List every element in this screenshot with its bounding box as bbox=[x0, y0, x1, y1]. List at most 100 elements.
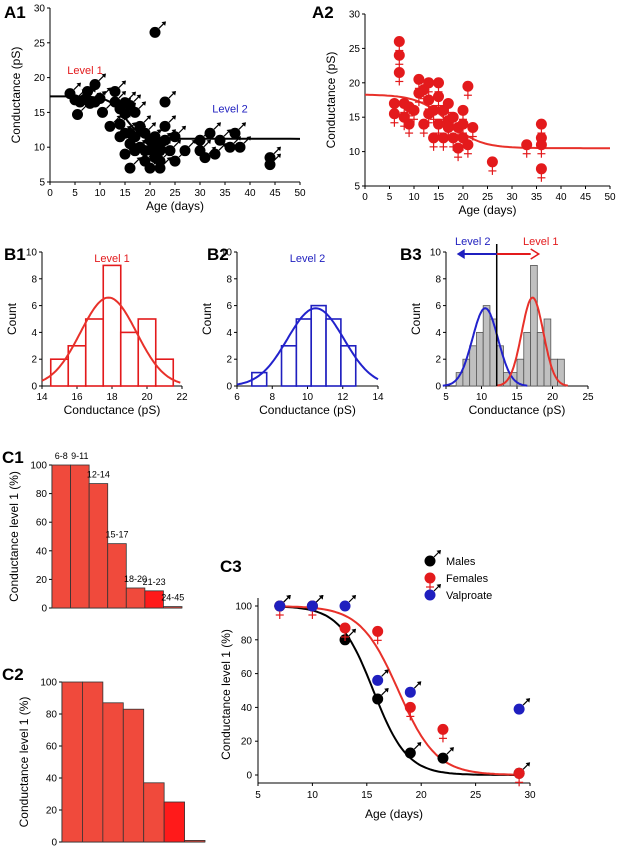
data-point bbox=[119, 108, 131, 120]
x-tick-label: 45 bbox=[269, 188, 281, 199]
histogram-bar bbox=[536, 331, 545, 387]
data-point-females bbox=[437, 723, 449, 735]
male-symbol-arrow bbox=[238, 122, 246, 130]
data-point bbox=[452, 142, 464, 154]
y-tick-label: 5 bbox=[354, 182, 360, 193]
female-symbol-cross bbox=[419, 129, 428, 138]
y-tick-label: 5 bbox=[39, 178, 45, 189]
bar bbox=[88, 483, 109, 609]
female-symbol-cross bbox=[463, 149, 472, 158]
data-point bbox=[535, 139, 547, 151]
x-tick-label: 25 bbox=[470, 790, 482, 801]
x-tick-label: 22 bbox=[176, 392, 188, 403]
y-axis-label: Conductance (pS) bbox=[324, 52, 338, 149]
x-tick-label: 0 bbox=[362, 192, 368, 203]
y-tick-label: 40 bbox=[36, 546, 48, 557]
panel-label: B2 bbox=[207, 245, 229, 264]
data-point bbox=[433, 91, 444, 103]
arrow-left-head bbox=[456, 249, 465, 259]
bar bbox=[82, 681, 104, 843]
male-symbol-arrow bbox=[446, 747, 454, 755]
legend-label: Valproate bbox=[446, 590, 492, 602]
bar bbox=[107, 543, 127, 609]
histogram-bar bbox=[476, 331, 484, 387]
panel-label: B3 bbox=[400, 245, 422, 264]
x-tick-label: 20 bbox=[144, 188, 156, 199]
x-tick-label: 40 bbox=[244, 188, 256, 199]
y-tick-label: 40 bbox=[241, 703, 253, 714]
data-point bbox=[462, 80, 474, 92]
age-range-label: 12-14 bbox=[87, 470, 110, 480]
data-point bbox=[433, 77, 444, 89]
panel-B1: 0 2 4 6 8 10 14 16 18 20 22 Conductance (pS) Count B1… bbox=[4, 245, 188, 417]
y-tick-label: 4 bbox=[31, 328, 37, 339]
y-tick-label: 25 bbox=[34, 38, 46, 49]
bar bbox=[184, 840, 206, 843]
arrow-head bbox=[136, 94, 141, 99]
female-symbol-cross bbox=[405, 111, 414, 120]
data-point bbox=[199, 152, 211, 164]
y-tick-label: 10 bbox=[349, 147, 361, 158]
y-tick-label: 6 bbox=[226, 301, 232, 312]
bar bbox=[144, 590, 164, 609]
histogram-bar bbox=[340, 344, 357, 387]
data-point bbox=[97, 106, 108, 118]
male-symbol-arrow bbox=[148, 122, 156, 130]
male-symbol-arrow bbox=[243, 136, 251, 144]
x-tick-label: 25 bbox=[169, 188, 181, 199]
y-tick-label: 15 bbox=[34, 108, 46, 119]
data-point bbox=[486, 156, 498, 168]
data-point bbox=[149, 26, 161, 38]
arrow-head bbox=[121, 80, 126, 86]
data-point bbox=[418, 118, 430, 130]
male-symbol-arrow bbox=[381, 687, 389, 696]
arrow-head bbox=[171, 90, 176, 96]
bar bbox=[125, 587, 146, 609]
age-range-label: 18-20 bbox=[124, 574, 147, 584]
data-point bbox=[129, 106, 141, 118]
y-tick-label: 30 bbox=[349, 10, 361, 21]
histogram-bar bbox=[295, 318, 313, 387]
x-tick-label: 10 bbox=[408, 192, 420, 203]
data-point bbox=[114, 118, 126, 130]
level-2-label: Level 2 bbox=[455, 236, 490, 248]
data-point bbox=[393, 66, 405, 78]
arrow-head bbox=[286, 595, 291, 600]
female-symbol-cross bbox=[463, 91, 472, 100]
female-symbol-cross bbox=[438, 734, 447, 743]
histogram-bar bbox=[469, 345, 477, 387]
x-tick-label: 8 bbox=[269, 392, 275, 403]
age-range-label: 24-45 bbox=[161, 593, 184, 603]
y-tick-label: 2 bbox=[226, 355, 232, 366]
data-point bbox=[423, 77, 435, 89]
x-tick-label: 45 bbox=[580, 192, 592, 203]
male-symbol-arrow bbox=[138, 101, 146, 109]
y-tick-label: 10 bbox=[26, 248, 38, 259]
panel-C1: 0 20 40 60 80 100 Conductance level 1 (%) C1 6-8… bbox=[2, 448, 184, 615]
data-point bbox=[89, 79, 101, 91]
data-point bbox=[388, 108, 400, 120]
data-point bbox=[159, 134, 171, 146]
x-axis-label: Conductance (pS) bbox=[259, 403, 356, 417]
data-point bbox=[169, 155, 181, 167]
data-point-valproate bbox=[513, 703, 525, 715]
x-tick-label: 15 bbox=[511, 392, 523, 403]
x-axis-label: Conductance (pS) bbox=[64, 403, 161, 417]
panel-C3: 0 20 40 60 80 100 5 10 15 20 25 30 Age (days) Conduct… bbox=[219, 550, 536, 821]
data-point bbox=[535, 163, 547, 175]
arrow-head bbox=[241, 122, 246, 127]
gaussian-fit-blue bbox=[442, 307, 528, 387]
data-point bbox=[388, 97, 400, 109]
x-tick-label: 15 bbox=[361, 790, 373, 801]
y-axis-label: Count bbox=[5, 302, 19, 335]
arrow-head bbox=[116, 115, 121, 120]
y-tick-label: 0 bbox=[435, 382, 441, 393]
data-point-females bbox=[372, 625, 384, 637]
x-axis-label: Age (days) bbox=[458, 203, 516, 217]
data-point bbox=[442, 122, 454, 134]
x-tick-label: 30 bbox=[194, 188, 206, 199]
bar bbox=[61, 681, 83, 843]
y-tick-label: 2 bbox=[31, 355, 37, 366]
